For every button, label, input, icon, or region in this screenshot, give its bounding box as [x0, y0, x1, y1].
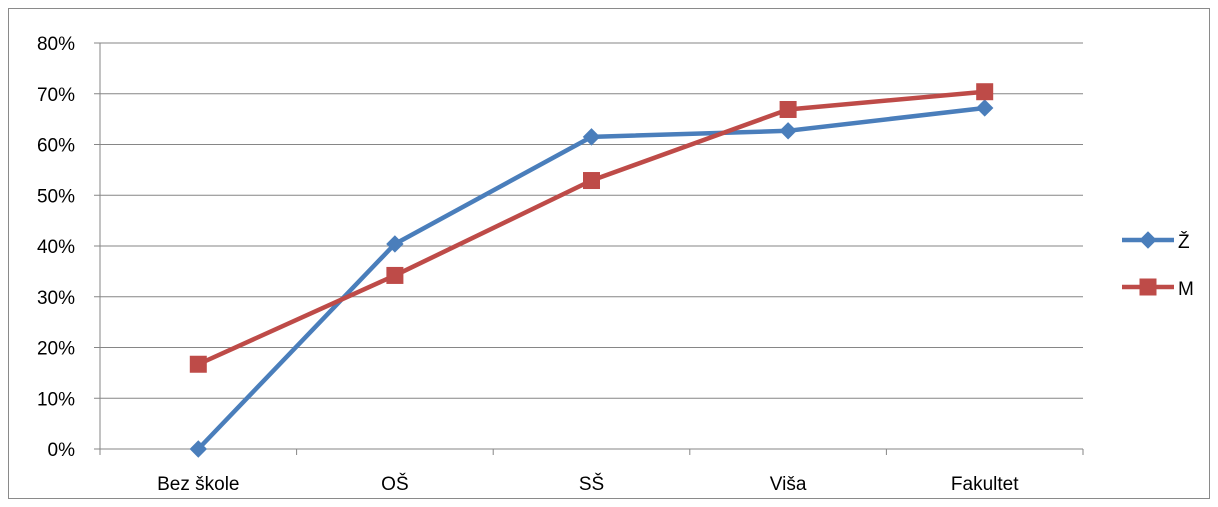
data-point — [779, 122, 797, 140]
data-point — [976, 83, 994, 101]
legend-item: M — [1122, 278, 1194, 300]
y-tick-label: 30% — [37, 288, 75, 309]
data-point — [189, 440, 208, 458]
data-point — [189, 355, 207, 373]
data-point — [583, 172, 600, 190]
data-point — [386, 235, 404, 253]
y-tick-label: 70% — [37, 85, 75, 106]
x-tick-label: OŠ — [381, 473, 408, 495]
y-tick-label: 50% — [37, 186, 75, 207]
y-tick-label: 80% — [37, 34, 75, 55]
y-tick-label: 20% — [37, 339, 75, 360]
data-point — [975, 99, 994, 117]
legend-item: Ž — [1122, 231, 1190, 253]
y-tick-label: 10% — [37, 389, 75, 410]
chart-frame — [8, 8, 1210, 499]
legend: ŽM — [1122, 231, 1194, 300]
x-tick-label: Fakultet — [951, 474, 1019, 495]
y-tick-label: 40% — [37, 237, 75, 258]
y-tick-label: 60% — [37, 136, 75, 157]
legend-label: Ž — [1178, 231, 1190, 253]
legend-label: M — [1178, 279, 1194, 300]
series-1 — [189, 99, 994, 458]
series-2 — [189, 83, 994, 373]
x-tick-label: SŠ — [579, 473, 604, 495]
x-tick-label: Bez škole — [157, 474, 239, 495]
legend-marker — [1139, 231, 1157, 249]
data-point — [386, 266, 404, 284]
y-tick-label: 0% — [48, 440, 76, 461]
axis-layer: 0% 10% 20% 30% 40% 50% 60% 70% 80% Bez škole OŠ SŠ V… — [37, 34, 1084, 495]
x-tick-label: Viša — [770, 474, 807, 495]
data-point — [779, 100, 797, 118]
series-layer — [189, 83, 994, 458]
legend-marker — [1139, 278, 1157, 296]
data-point — [582, 128, 601, 146]
